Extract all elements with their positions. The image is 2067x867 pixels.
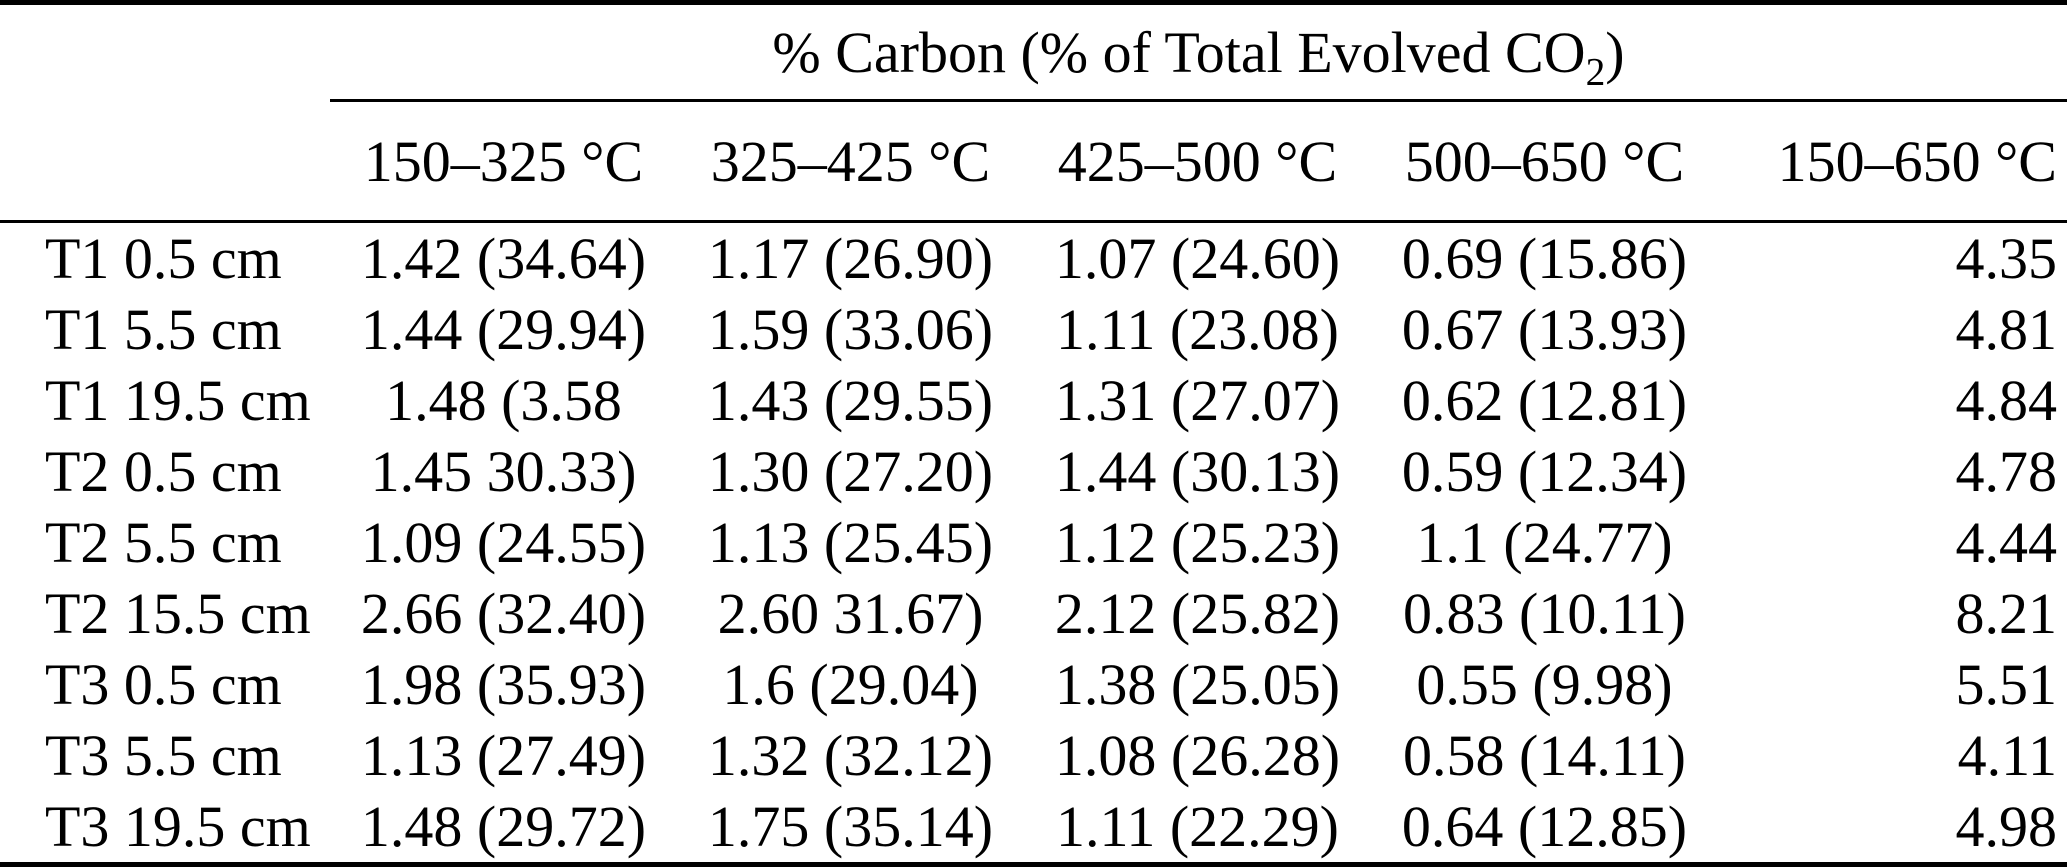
column-header-150-325: 150–325 °C [363,128,644,194]
value-cell: 1.11 (23.08) [1056,297,1339,362]
value-cell: 1.59 (33.06) [707,297,994,362]
value-cell: 4.44 [1955,510,2058,575]
value-cell: 2.60 31.67) [717,581,984,646]
table-row: T2 5.5 cm 1.09 (24.55) 1.13 (25.45) 1.12… [0,507,2067,578]
value-cell: 0.69 (15.86) [1401,226,1688,291]
column-header-150-650: 150–650 °C [1777,128,2057,194]
value-cell: 0.55 (9.98) [1416,652,1673,717]
value-cell: 1.48 (3.58 [385,368,622,433]
value-cell: 1.30 (27.20) [707,439,994,504]
value-cell: 5.51 [1955,652,2058,717]
row-label: T2 0.5 cm [45,439,282,504]
value-cell: 1.38 (25.05) [1054,652,1341,717]
bottom-rule [0,862,2067,867]
row-label: T3 5.5 cm [45,723,282,788]
value-cell: 4.78 [1955,439,2058,504]
value-cell: 1.48 (29.72) [360,794,647,859]
value-cell: 2.66 (32.40) [360,581,647,646]
value-cell: 1.11 (22.29) [1056,794,1339,859]
table-spanner-title: % Carbon (% of Total Evolved CO2) [330,19,2067,91]
value-cell: 4.11 [1957,723,2057,788]
value-cell: 1.45 30.33) [370,439,637,504]
value-cell: 0.59 (12.34) [1401,439,1688,504]
row-label: T3 19.5 cm [45,794,311,859]
value-cell: 0.83 (10.11) [1403,581,1686,646]
value-cell: 1.17 (26.90) [707,226,994,291]
value-cell: 0.64 (12.85) [1401,794,1688,859]
spanner-title-suffix: ) [1605,19,1625,85]
spanner-underline-rule [330,99,2067,102]
header-body-rule [0,220,2067,223]
value-cell: 4.81 [1955,297,2058,362]
table-row: T1 19.5 cm 1.48 (3.58 1.43 (29.55) 1.31 … [0,365,2067,436]
spanner-row: % Carbon (% of Total Evolved CO2) [0,5,2067,99]
value-cell: 1.07 (24.60) [1054,226,1341,291]
spanner-title-subscript: 2 [1585,49,1606,94]
value-cell: 1.32 (32.12) [707,723,994,788]
row-label: T2 5.5 cm [45,510,282,575]
value-cell: 1.08 (26.28) [1054,723,1341,788]
table-row: T2 0.5 cm 1.45 30.33) 1.30 (27.20) 1.44 … [0,436,2067,507]
value-cell: 1.12 (25.23) [1054,510,1341,575]
top-rule [0,0,2067,5]
table-row: T1 0.5 cm 1.42 (34.64) 1.17 (26.90) 1.07… [0,223,2067,294]
table-row: T3 19.5 cm 1.48 (29.72) 1.75 (35.14) 1.1… [0,791,2067,862]
column-header-325-425: 325–425 °C [710,128,991,194]
row-label: T1 5.5 cm [45,297,282,362]
value-cell: 1.75 (35.14) [707,794,994,859]
table-row: T2 15.5 cm 2.66 (32.40) 2.60 31.67) 2.12… [0,578,2067,649]
value-cell: 8.21 [1955,581,2058,646]
value-cell: 1.09 (24.55) [360,510,647,575]
table-row: T1 5.5 cm 1.44 (29.94) 1.59 (33.06) 1.11… [0,294,2067,365]
row-label: T1 0.5 cm [45,226,282,291]
column-header-500-650: 500–650 °C [1404,128,1685,194]
value-cell: 1.13 (27.49) [360,723,647,788]
table-row: T3 5.5 cm 1.13 (27.49) 1.32 (32.12) 1.08… [0,720,2067,791]
value-cell: 4.35 [1955,226,2058,291]
value-cell: 4.98 [1955,794,2058,859]
value-cell: 1.44 (29.94) [360,297,647,362]
value-cell: 1.42 (34.64) [360,226,647,291]
value-cell: 0.58 (14.11) [1403,723,1686,788]
value-cell: 1.6 (29.04) [722,652,979,717]
value-cell: 1.98 (35.93) [360,652,647,717]
value-cell: 1.1 (24.77) [1416,510,1673,575]
table-row: T3 0.5 cm 1.98 (35.93) 1.6 (29.04) 1.38 … [0,649,2067,720]
value-cell: 1.44 (30.13) [1054,439,1341,504]
row-label: T1 19.5 cm [45,368,311,433]
column-header-425-500: 425–500 °C [1057,128,1338,194]
value-cell: 1.13 (25.45) [707,510,994,575]
table-body: T1 0.5 cm 1.42 (34.64) 1.17 (26.90) 1.07… [0,223,2067,862]
row-label: T3 0.5 cm [45,652,282,717]
value-cell: 1.43 (29.55) [707,368,994,433]
value-cell: 2.12 (25.82) [1054,581,1341,646]
column-header-row: 150–325 °C 325–425 °C 425–500 °C 500–650… [0,102,2067,220]
spanner-title-prefix: % Carbon (% of Total Evolved CO [772,19,1586,85]
value-cell: 1.31 (27.07) [1054,368,1341,433]
row-label: T2 15.5 cm [45,581,311,646]
value-cell: 0.67 (13.93) [1401,297,1688,362]
value-cell: 0.62 (12.81) [1401,368,1688,433]
value-cell: 4.84 [1955,368,2058,433]
